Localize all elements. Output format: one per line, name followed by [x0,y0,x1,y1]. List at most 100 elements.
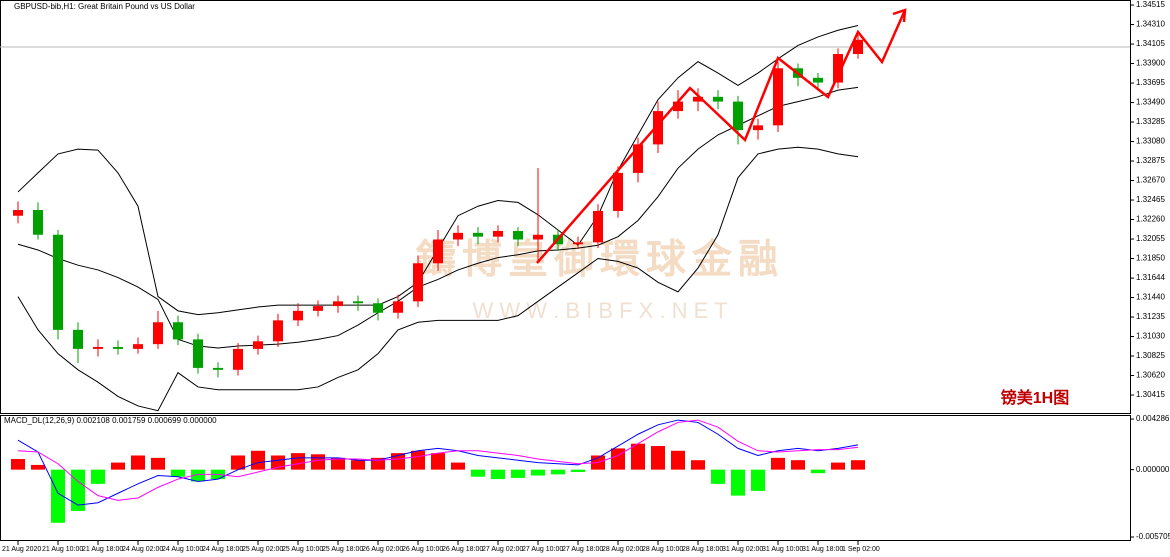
annotation: 镑美1H图 [1001,388,1069,407]
histogram-bar [151,457,165,470]
watermark: W W W . B I B F X . N E T [472,298,727,323]
macd-line [17,419,859,506]
y-tick-label: 1.34310 [1136,20,1165,29]
x-tick-label: 27 Aug 18:00 [562,546,603,553]
bollinger-band [17,146,859,412]
indicator-title: MACD_DL(12,26,9) 0.002108 0.001759 0.000… [4,416,217,425]
candle-body [113,346,123,349]
candle-body [193,339,203,368]
y-tick-label: 1.32055 [1136,234,1165,243]
histogram-bar [191,469,205,482]
histogram-bar [71,469,85,511]
x-tick-label: 31 Aug 02:00 [722,546,763,553]
histogram-bar [651,446,665,470]
y-tick-label: 1.31440 [1136,293,1165,302]
histogram-bar [571,469,585,473]
y-tick-label: 1.30825 [1136,351,1165,360]
histogram-bar [471,469,485,477]
histogram-bar [771,457,785,470]
y-tick-label: 1.30620 [1136,371,1165,380]
y-tick-label: 1.31030 [1136,332,1165,341]
histogram-bar [531,469,545,476]
candle-body [713,96,723,102]
y-tick-label: 1.32670 [1136,176,1165,185]
y-tick-label: 1.33490 [1136,98,1165,107]
candle-body [133,344,143,349]
histogram-bar [731,469,745,496]
candle-body [393,301,403,313]
histogram-bar [711,469,725,484]
candle-body [653,111,663,145]
y-tick-label: 1.31235 [1136,312,1165,321]
candle-body [433,239,443,264]
candle-body [453,232,463,240]
candle-body [53,234,63,330]
candle-body [753,125,763,131]
candle-body [693,96,703,102]
trend-drawing [536,9,907,264]
candle-body [73,329,83,349]
y-tick-label: 1.31850 [1136,254,1165,263]
arrow-head [892,8,907,23]
candle-body [253,341,263,349]
y-tick-label: 1.31644 [1136,273,1165,282]
histogram-bar [691,460,705,470]
candle-body [213,367,223,370]
histogram-bar [551,469,565,475]
x-tick-label: 28 Aug 18:00 [682,546,723,553]
candle-body [293,310,303,321]
x-tick-label: 26 Aug 18:00 [442,546,483,553]
y-tick-label: 1.30415 [1136,390,1165,399]
histogram-bar [31,464,45,470]
candle-body [573,242,583,245]
candle-body [773,68,783,126]
histogram-bar [751,469,765,491]
histogram-bar [131,455,145,470]
candle-body [313,306,323,311]
price-panel [0,0,1131,414]
y-tick-label: 1.33900 [1136,59,1165,68]
histogram-bar [671,450,685,470]
x-tick-label: 31 Aug 18:00 [802,546,843,553]
y-tick-label: 1.34515 [1136,0,1165,9]
candle-body [593,210,603,243]
macd-line [17,419,859,501]
candle-body [473,232,483,237]
y-tick-label: 1.34105 [1136,39,1165,48]
histogram-bar [851,460,865,470]
candle-body [413,263,423,302]
x-tick-label: 27 Aug 10:00 [522,546,563,553]
histogram-bar [831,462,845,470]
y-tick-label: 1.32260 [1136,215,1165,224]
y-tick-label: -0.005705 [1136,532,1170,541]
candle-body [273,320,283,342]
x-tick-label: 25 Aug 02:00 [242,546,283,553]
x-tick-label: 21 Aug 10:00 [42,546,83,553]
candle-body [493,230,503,237]
y-tick-label: 1.32875 [1136,156,1165,165]
histogram-bar [451,462,465,470]
x-tick-label: 31 Aug 10:00 [762,546,803,553]
x-tick-label: 21 Aug 18:00 [82,546,123,553]
candle-body [633,144,643,173]
histogram-bar [411,450,425,470]
candle-body [373,303,383,313]
candle-body [233,348,243,370]
bollinger-band [17,86,859,349]
candle-body [173,322,183,340]
candle-body [533,234,543,240]
x-tick-label: 25 Aug 18:00 [322,546,363,553]
x-tick-label: 26 Aug 10:00 [402,546,443,553]
candle-body [353,301,363,304]
histogram-bar [111,462,125,470]
x-tick-label: 24 Aug 10:00 [162,546,203,553]
histogram-bar [51,469,65,523]
histogram-bar [291,453,305,470]
histogram-bar [431,453,445,470]
histogram-bar [391,453,405,470]
y-tick-label: 1.33285 [1136,117,1165,126]
histogram-bar [331,457,345,470]
x-tick-label: 1 Sep 02:00 [842,546,880,553]
candle-body [93,346,103,349]
